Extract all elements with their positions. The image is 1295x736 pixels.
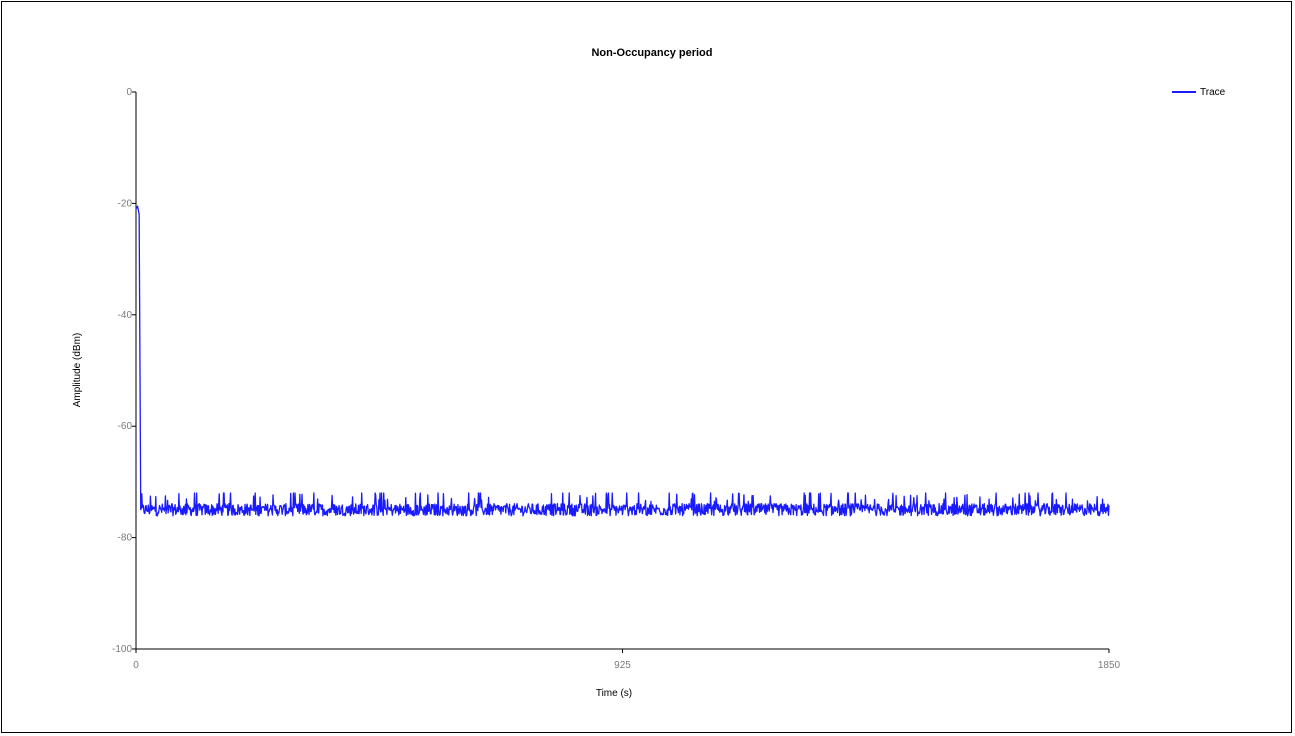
y-tick-label: 0 bbox=[126, 87, 132, 98]
x-tick-label: 925 bbox=[614, 660, 631, 671]
y-tick-label: -60 bbox=[118, 421, 133, 432]
y-tick-label: -40 bbox=[118, 310, 133, 321]
y-axis-label: Amplitude (dBm) bbox=[72, 333, 83, 407]
plot-area bbox=[135, 92, 1109, 650]
y-tick-label: -80 bbox=[118, 533, 133, 544]
chart-title: Non-Occupancy period bbox=[591, 47, 712, 59]
series-group bbox=[135, 205, 1110, 517]
x-tick-label: 0 bbox=[133, 660, 139, 671]
y-tick-label: -20 bbox=[118, 198, 133, 209]
x-axis-label: Time (s) bbox=[596, 688, 632, 699]
x-tick-label: 1850 bbox=[1098, 660, 1121, 671]
legend-label-trace: Trace bbox=[1200, 87, 1226, 98]
y-tick-label: -100 bbox=[112, 644, 132, 655]
series-line-trace bbox=[135, 205, 1110, 517]
legend[interactable]: Trace bbox=[1172, 87, 1226, 98]
y-axis-ticks: 0 -20 -40 -60 -80 -100 bbox=[112, 87, 136, 655]
x-axis-ticks: 0 925 1850 bbox=[133, 649, 1121, 671]
